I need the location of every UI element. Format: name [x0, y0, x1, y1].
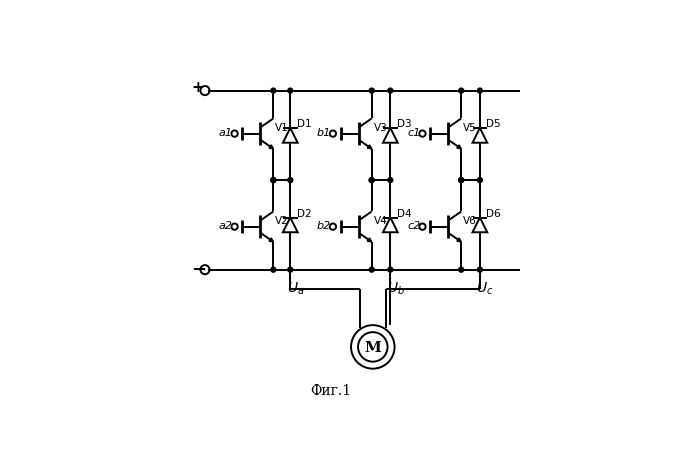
Text: D6: D6 [486, 208, 500, 218]
Polygon shape [383, 218, 398, 233]
Circle shape [458, 89, 463, 94]
Text: D5: D5 [486, 119, 500, 129]
Polygon shape [473, 218, 487, 233]
Circle shape [271, 178, 276, 183]
Circle shape [271, 178, 276, 183]
Circle shape [369, 89, 374, 94]
Text: М: М [365, 340, 382, 354]
Text: D2: D2 [297, 208, 312, 218]
Polygon shape [383, 129, 398, 143]
Polygon shape [269, 238, 274, 242]
Polygon shape [457, 238, 461, 242]
Circle shape [369, 268, 374, 273]
Text: D4: D4 [397, 208, 412, 218]
Polygon shape [269, 146, 274, 149]
Text: V6: V6 [463, 215, 477, 225]
Circle shape [388, 268, 393, 273]
Text: $U_b$: $U_b$ [387, 280, 405, 296]
Text: a2: a2 [219, 220, 233, 230]
Circle shape [369, 178, 374, 183]
Circle shape [477, 89, 482, 94]
Circle shape [458, 268, 463, 273]
Text: V4: V4 [373, 215, 387, 225]
Text: a1: a1 [219, 127, 233, 137]
Circle shape [288, 89, 293, 94]
Text: V3: V3 [373, 122, 387, 132]
Circle shape [271, 89, 276, 94]
Polygon shape [283, 218, 298, 233]
Text: $U_c$: $U_c$ [477, 280, 494, 296]
Circle shape [288, 268, 293, 273]
Circle shape [477, 268, 482, 273]
Circle shape [458, 178, 463, 183]
Polygon shape [457, 146, 461, 149]
Text: $U_a$: $U_a$ [287, 280, 304, 296]
Polygon shape [368, 146, 372, 149]
Text: −: − [190, 260, 206, 278]
Text: c1: c1 [407, 127, 420, 137]
Circle shape [388, 89, 393, 94]
Text: D3: D3 [397, 119, 412, 129]
Text: +: + [192, 80, 204, 95]
Text: D1: D1 [297, 119, 312, 129]
Circle shape [458, 178, 463, 183]
Circle shape [477, 178, 482, 183]
Text: V2: V2 [275, 215, 289, 225]
Circle shape [388, 178, 393, 183]
Circle shape [288, 178, 293, 183]
Text: c2: c2 [407, 220, 420, 230]
Text: Фиг.1: Фиг.1 [310, 383, 351, 397]
Polygon shape [473, 129, 487, 143]
Polygon shape [368, 238, 372, 242]
Text: b2: b2 [317, 220, 331, 230]
Polygon shape [283, 129, 298, 143]
Text: V1: V1 [275, 122, 289, 132]
Text: V5: V5 [463, 122, 477, 132]
Text: b1: b1 [317, 127, 331, 137]
Circle shape [271, 268, 276, 273]
Circle shape [369, 178, 374, 183]
